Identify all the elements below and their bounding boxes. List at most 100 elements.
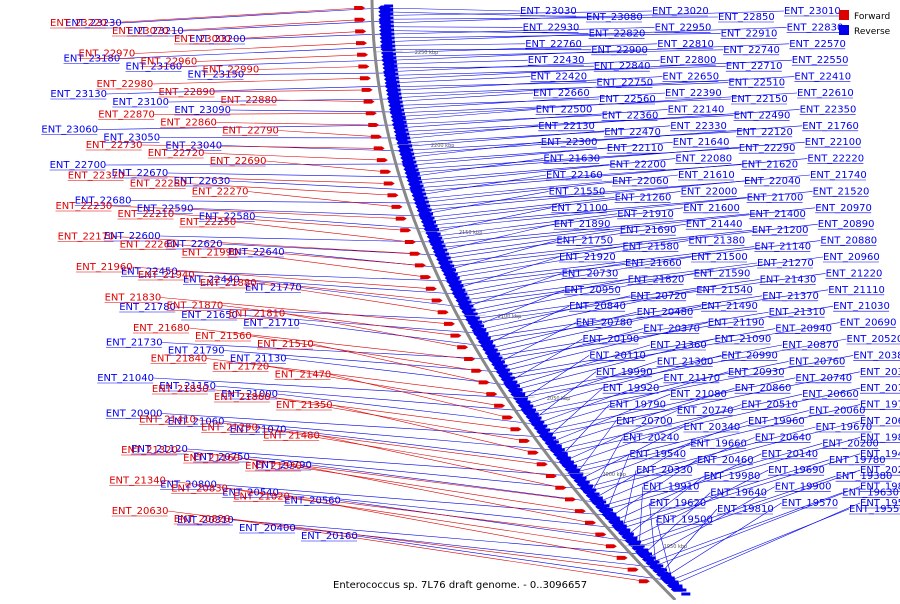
gene-label: ENT_20780 — [576, 318, 633, 329]
reverse-track-segment — [559, 453, 568, 456]
gene-label: ENT_22930 — [523, 22, 580, 33]
forward-gene-feature — [617, 556, 628, 560]
reverse-track-segment — [607, 513, 616, 516]
gene-label: ENT_22430 — [528, 55, 585, 66]
reverse-track-segment — [673, 585, 682, 588]
reverse-track-segment — [475, 325, 484, 328]
gene-label: ENT_21740 — [810, 170, 867, 181]
gene-label: ENT_21610 — [678, 170, 735, 181]
reverse-track-segment — [453, 281, 462, 284]
gene-label: ENT_22560 — [599, 94, 656, 105]
gene-label: ENT_22750 — [596, 78, 653, 89]
forward-gene-feature — [575, 509, 586, 513]
gene-label: ENT_23070 — [112, 26, 169, 37]
label-connector — [311, 465, 595, 502]
reverse-track-segment — [498, 365, 507, 368]
label-connector — [389, 77, 531, 83]
gene-label: ENT_22170 — [58, 232, 115, 243]
gene-label: ENT_21440 — [686, 219, 743, 230]
gene-label: ENT_21600 — [683, 203, 740, 214]
gene-label: ENT_20350 — [860, 367, 900, 378]
reverse-track-segment — [386, 41, 395, 44]
gene-label: ENT_20110 — [589, 350, 646, 361]
gene-label: ENT_21720 — [213, 362, 270, 373]
label-connector — [152, 78, 365, 84]
reverse-track-segment — [411, 173, 420, 176]
gene-label: ENT_21170 — [663, 373, 720, 384]
forward-gene-feature — [355, 18, 366, 22]
reverse-track-segment — [662, 573, 671, 576]
gene-label: ENT_21160 — [183, 453, 240, 464]
gene-label: ENT_23060 — [41, 125, 98, 136]
tick-label: 2150 kbp — [459, 230, 483, 236]
gene-label: ENT_22820 — [589, 28, 646, 39]
reverse-track-segment — [386, 37, 395, 40]
reverse-track-segment — [456, 289, 465, 292]
reverse-track-segment — [390, 81, 399, 84]
gene-label: ENT_22720 — [148, 148, 205, 159]
reverse-track-segment — [503, 373, 512, 376]
label-connector — [399, 126, 538, 139]
label-connector — [278, 131, 377, 137]
gene-label: ENT_22330 — [670, 121, 727, 132]
gene-label: ENT_21200 — [752, 225, 809, 236]
reverse-track-segment — [403, 145, 412, 148]
forward-gene-feature — [384, 182, 395, 186]
reverse-track-segment — [394, 105, 403, 108]
reverse-track-segment — [654, 565, 663, 568]
reverse-track-segment — [491, 353, 500, 356]
legend-reverse-swatch — [839, 25, 849, 35]
forward-gene-feature — [479, 380, 490, 384]
gene-label: ENT_20870 — [782, 340, 839, 351]
forward-gene-feature — [420, 275, 431, 279]
forward-gene-feature — [400, 228, 411, 232]
reverse-track-segment — [405, 153, 414, 156]
gene-label: ENT_21380 — [688, 236, 745, 247]
gene-label: ENT_20970 — [815, 203, 872, 214]
gene-label: ENT_23000 — [174, 34, 231, 45]
reverse-track-segment — [650, 561, 659, 564]
gene-label: ENT_22000 — [681, 186, 738, 197]
reverse-track-segment — [621, 529, 630, 532]
gene-label: ENT_22790 — [222, 126, 279, 137]
gene-label: ENT_20160 — [301, 531, 358, 542]
gene-label: ENT_20400 — [239, 523, 296, 534]
reverse-track-segment — [449, 273, 458, 276]
gene-label: ENT_22900 — [591, 45, 648, 56]
gene-label: ENT_19450 — [860, 449, 900, 460]
gene-label: ENT_20820 — [174, 514, 231, 525]
reverse-track-segment — [414, 185, 423, 188]
gene-label: ENT_20650 — [860, 416, 900, 427]
reverse-track-segment — [392, 89, 401, 92]
reverse-track-segment — [516, 393, 525, 396]
gene-label: ENT_21190 — [708, 318, 765, 329]
reverse-track-segment — [597, 501, 606, 504]
gene-label: ENT_22870 — [98, 110, 155, 121]
reverse-track-segment — [396, 113, 405, 116]
gene-label: ENT_19960 — [748, 416, 805, 427]
reverse-track-segment — [591, 493, 600, 496]
gene-label: ENT_19880 — [860, 482, 900, 493]
gene-label: ENT_19540 — [629, 449, 686, 460]
forward-gene-feature — [357, 53, 368, 57]
gene-label: ENT_23100 — [112, 97, 169, 108]
gene-label: ENT_19620 — [650, 498, 707, 509]
gene-label: ENT_19810 — [717, 504, 774, 515]
gene-label: ENT_21290 — [201, 423, 258, 434]
label-connector — [266, 161, 386, 172]
gene-label: ENT_20860 — [735, 383, 792, 394]
gene-label: ENT_20960 — [823, 252, 880, 263]
label-connector — [106, 8, 360, 23]
gene-label: ENT_20630 — [112, 506, 169, 517]
reverse-track-segment — [604, 509, 613, 512]
reverse-track-segment — [407, 161, 416, 164]
gene-label: ENT_21340 — [109, 476, 166, 487]
reverse-track-segment — [594, 497, 603, 500]
reverse-track-segment — [677, 589, 686, 592]
gene-label: ENT_21940 — [138, 270, 195, 281]
gene-label: ENT_21540 — [696, 285, 753, 296]
reverse-track-segment — [390, 77, 399, 80]
reverse-track-segment — [639, 549, 648, 552]
reverse-track-segment — [406, 157, 415, 160]
